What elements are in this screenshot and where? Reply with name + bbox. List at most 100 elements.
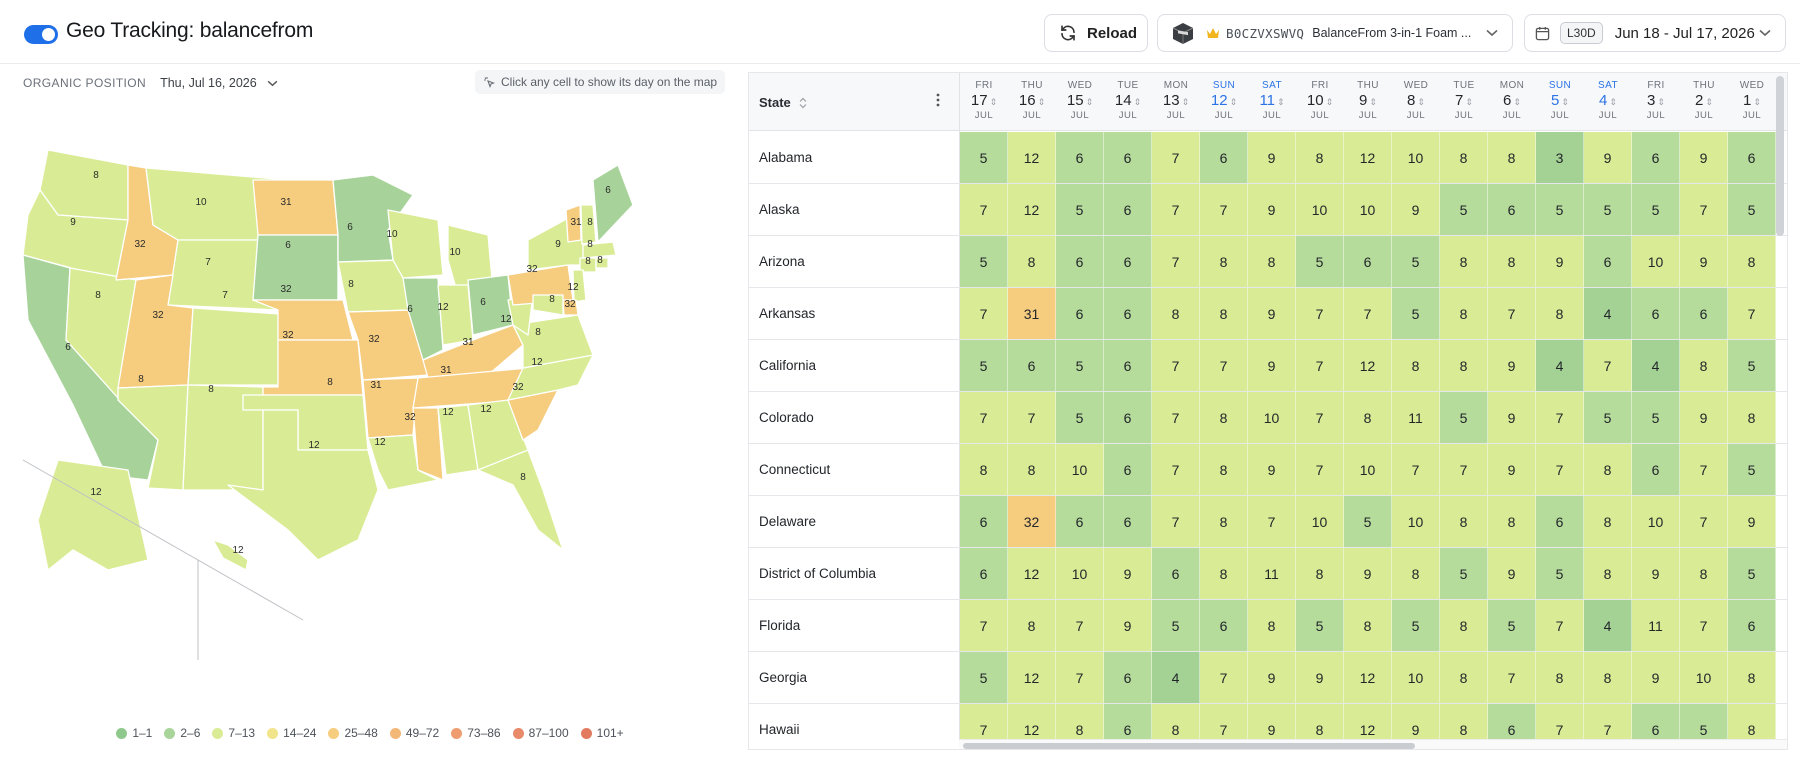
sort-icon[interactable]: ⇕ [1657, 97, 1665, 107]
sort-icon[interactable]: ⇕ [1753, 97, 1761, 107]
sort-icon[interactable]: ⇕ [1325, 97, 1334, 107]
rank-cell[interactable]: 8 [1296, 132, 1344, 183]
vertical-scrollbar[interactable] [1776, 76, 1784, 236]
rank-cell[interactable]: 5 [1344, 496, 1392, 547]
rank-cell[interactable]: 8 [1200, 496, 1248, 547]
rank-cell[interactable]: 6 [1632, 132, 1680, 183]
rank-cell[interactable]: 6 [1104, 288, 1152, 339]
rank-cell[interactable]: 7 [1200, 652, 1248, 703]
rank-cell[interactable]: 6 [1200, 600, 1248, 651]
column-menu-icon[interactable] [936, 93, 940, 107]
rank-cell[interactable]: 10 [1296, 496, 1344, 547]
rank-cell[interactable]: 5 [1056, 392, 1104, 443]
date-column-header[interactable]: WED 8 ⇕ JUL [1392, 73, 1440, 131]
rank-cell[interactable]: 7 [1344, 288, 1392, 339]
rank-cell[interactable]: 7 [960, 392, 1008, 443]
date-column-header[interactable]: MON 13 ⇕ JUL [1152, 73, 1200, 131]
rank-cell[interactable]: 9 [1248, 652, 1296, 703]
date-column-header[interactable]: WED 1 ⇕ JUL [1728, 73, 1776, 131]
rank-cell[interactable]: 3 [1536, 132, 1584, 183]
map-state-tx[interactable] [227, 409, 379, 561]
rank-cell[interactable]: 7 [1152, 132, 1200, 183]
rank-cell[interactable]: 5 [1584, 184, 1632, 235]
rank-cell[interactable]: 8 [1584, 548, 1632, 599]
rank-cell[interactable]: 5 [1296, 600, 1344, 651]
rank-cell[interactable]: 6 [1632, 444, 1680, 495]
sort-icon[interactable]: ⇕ [1609, 97, 1617, 107]
sort-icon[interactable]: ⇕ [1229, 97, 1238, 107]
horizontal-scrollbar[interactable] [959, 739, 1787, 749]
rank-cell[interactable]: 5 [1728, 340, 1776, 391]
rank-cell[interactable]: 9 [1584, 132, 1632, 183]
rank-cell[interactable]: 9 [1488, 340, 1536, 391]
rank-cell[interactable]: 7 [1392, 444, 1440, 495]
rank-cell[interactable]: 7 [1296, 392, 1344, 443]
sort-icon[interactable]: ⇕ [1465, 97, 1473, 107]
rank-cell[interactable]: 6 [1104, 496, 1152, 547]
date-column-header[interactable]: FRI 10 ⇕ JUL [1296, 73, 1344, 131]
rank-cell[interactable]: 7 [1152, 392, 1200, 443]
chevron-down-icon[interactable] [267, 80, 278, 87]
selected-date[interactable]: Thu, Jul 16, 2026 [160, 76, 257, 90]
rank-cell[interactable]: 9 [1680, 392, 1728, 443]
map-state-in[interactable] [437, 284, 474, 346]
rank-cell[interactable]: 5 [1296, 236, 1344, 287]
rank-cell[interactable]: 8 [1488, 132, 1536, 183]
rank-cell[interactable]: 5 [1536, 184, 1584, 235]
rank-cell[interactable]: 4 [1584, 600, 1632, 651]
reload-button[interactable]: Reload [1044, 14, 1148, 52]
rank-cell[interactable]: 6 [1104, 444, 1152, 495]
rank-cell[interactable]: 9 [1392, 184, 1440, 235]
rank-cell[interactable]: 8 [1248, 600, 1296, 651]
map-state-oh[interactable] [467, 274, 514, 336]
rank-cell[interactable]: 9 [1488, 548, 1536, 599]
rank-cell[interactable]: 6 [1008, 340, 1056, 391]
range-pill[interactable]: L30D [1560, 22, 1603, 44]
rank-cell[interactable]: 5 [1728, 444, 1776, 495]
rank-cell[interactable]: 8 [1728, 652, 1776, 703]
map-state-nj[interactable] [572, 269, 587, 303]
rank-cell[interactable]: 11 [1248, 548, 1296, 599]
rank-cell[interactable]: 8 [1440, 236, 1488, 287]
rank-cell[interactable]: 7 [1680, 600, 1728, 651]
rank-cell[interactable]: 7 [1536, 600, 1584, 651]
rank-cell[interactable]: 10 [1632, 236, 1680, 287]
rank-cell[interactable]: 5 [1056, 184, 1104, 235]
rank-cell[interactable]: 5 [960, 652, 1008, 703]
rank-cell[interactable]: 6 [1632, 288, 1680, 339]
date-column-header[interactable]: SAT 4 ⇕ JUL [1584, 73, 1632, 131]
rank-cell[interactable]: 8 [1728, 392, 1776, 443]
rank-cell[interactable]: 5 [960, 236, 1008, 287]
rank-cell[interactable]: 7 [960, 288, 1008, 339]
rank-cell[interactable]: 6 [1056, 236, 1104, 287]
rank-cell[interactable]: 32 [1008, 496, 1056, 547]
map-state-ri[interactable] [595, 257, 609, 269]
rank-cell[interactable]: 9 [1632, 652, 1680, 703]
rank-cell[interactable]: 5 [1728, 548, 1776, 599]
rank-cell[interactable]: 12 [1008, 132, 1056, 183]
rank-cell[interactable]: 7 [1200, 340, 1248, 391]
rank-cell[interactable]: 5 [1632, 184, 1680, 235]
rank-cell[interactable]: 6 [1728, 132, 1776, 183]
rank-cell[interactable]: 6 [1104, 340, 1152, 391]
rank-cell[interactable]: 9 [1728, 496, 1776, 547]
rank-cell[interactable]: 8 [1488, 236, 1536, 287]
rank-cell[interactable]: 8 [960, 444, 1008, 495]
rank-cell[interactable]: 5 [1440, 548, 1488, 599]
rank-cell[interactable]: 10 [1344, 184, 1392, 235]
date-column-header[interactable]: MON 6 ⇕ JUL [1488, 73, 1536, 131]
rank-cell[interactable]: 8 [1440, 496, 1488, 547]
rank-cell[interactable]: 5 [960, 340, 1008, 391]
rank-cell[interactable]: 8 [1728, 236, 1776, 287]
rank-cell[interactable]: 10 [1392, 496, 1440, 547]
rank-cell[interactable]: 9 [1536, 236, 1584, 287]
rank-cell[interactable]: 12 [1008, 652, 1056, 703]
map-state-mo[interactable] [347, 309, 429, 381]
map-state-nd[interactable] [252, 179, 339, 236]
map-state-md[interactable] [532, 294, 564, 316]
rank-cell[interactable]: 9 [1248, 132, 1296, 183]
rank-cell[interactable]: 6 [1104, 392, 1152, 443]
date-column-header[interactable]: THU 2 ⇕ JUL [1680, 73, 1728, 131]
rank-cell[interactable]: 6 [1056, 132, 1104, 183]
